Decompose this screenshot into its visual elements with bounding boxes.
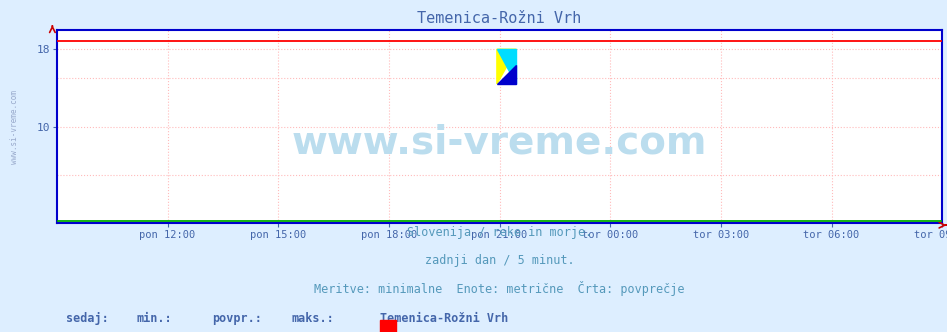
Text: povpr.:: povpr.: (212, 312, 261, 325)
Text: www.si-vreme.com: www.si-vreme.com (9, 90, 19, 164)
Polygon shape (497, 65, 516, 84)
Title: Temenica-Rožni Vrh: Temenica-Rožni Vrh (418, 11, 581, 26)
Text: sedaj:: sedaj: (65, 312, 108, 325)
Text: maks.:: maks.: (292, 312, 334, 325)
Text: www.si-vreme.com: www.si-vreme.com (292, 123, 707, 161)
Polygon shape (497, 49, 516, 84)
Text: Temenica-Rožni Vrh: Temenica-Rožni Vrh (380, 312, 509, 325)
Bar (380, 320, 396, 332)
Text: Meritve: minimalne  Enote: metrične  Črta: povprečje: Meritve: minimalne Enote: metrične Črta:… (314, 281, 685, 296)
Polygon shape (497, 49, 516, 84)
Text: Slovenija / reke in morje.: Slovenija / reke in morje. (407, 226, 592, 239)
Text: zadnji dan / 5 minut.: zadnji dan / 5 minut. (425, 254, 574, 267)
Text: min.:: min.: (136, 312, 172, 325)
